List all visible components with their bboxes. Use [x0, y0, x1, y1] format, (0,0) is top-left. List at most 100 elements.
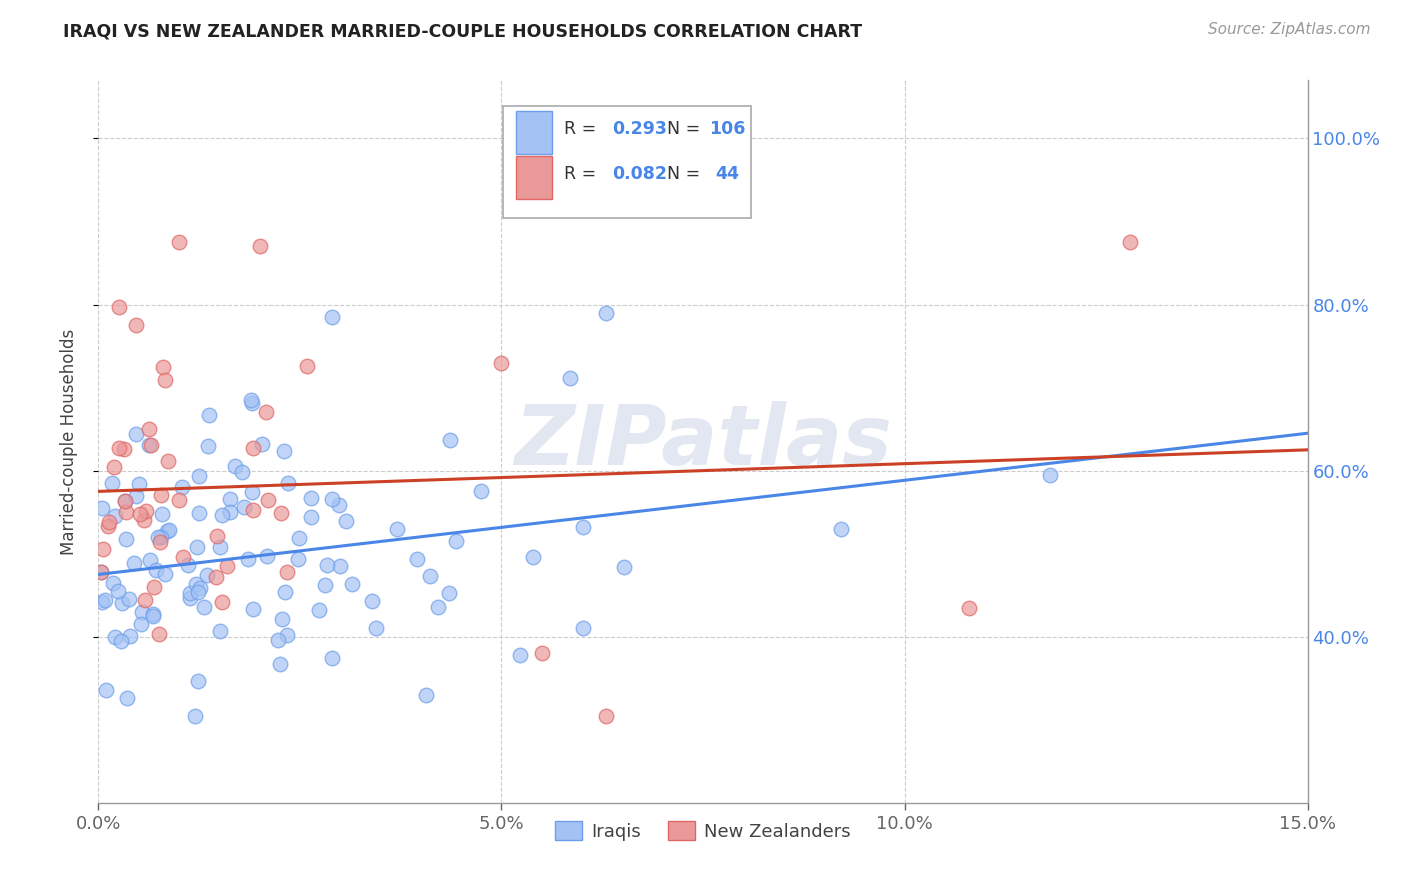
Point: [249, 239, 271, 253]
Point: [211, 595, 233, 609]
Point: [101, 575, 124, 590]
Point: [153, 374, 176, 388]
Point: [274, 585, 297, 599]
Point: [107, 584, 129, 599]
Point: [295, 359, 318, 374]
Point: [315, 558, 337, 573]
Point: [242, 602, 264, 616]
Point: [107, 300, 129, 314]
Point: [150, 488, 173, 502]
Point: [96, 682, 118, 697]
Point: [328, 558, 350, 573]
Point: [419, 568, 441, 582]
Y-axis label: Married-couple Households: Married-couple Households: [59, 328, 77, 555]
Point: [269, 657, 291, 671]
Point: [150, 530, 173, 544]
Point: [107, 442, 129, 456]
Point: [385, 522, 408, 536]
Point: [321, 651, 343, 665]
Point: [184, 577, 207, 591]
Point: [217, 559, 239, 574]
Point: [231, 465, 253, 479]
Text: IRAQI VS NEW ZEALANDER MARRIED-COUPLE HOUSEHOLDS CORRELATION CHART: IRAQI VS NEW ZEALANDER MARRIED-COUPLE HO…: [63, 22, 862, 40]
Point: [1119, 235, 1142, 250]
Point: [364, 621, 387, 635]
Point: [135, 504, 157, 518]
Point: [138, 437, 160, 451]
Point: [267, 632, 290, 647]
Point: [197, 439, 219, 453]
Point: [328, 498, 350, 512]
Point: [270, 611, 292, 625]
Point: [186, 541, 208, 555]
Point: [114, 532, 136, 546]
Point: [124, 556, 146, 570]
Point: [104, 631, 127, 645]
Point: [142, 607, 165, 621]
Point: [100, 476, 122, 491]
Point: [142, 580, 165, 594]
Point: [125, 318, 148, 332]
Point: [560, 371, 582, 385]
Point: [224, 459, 246, 474]
Point: [104, 509, 127, 524]
Point: [157, 454, 180, 468]
Point: [156, 524, 179, 538]
Point: [114, 494, 136, 508]
Point: [205, 529, 228, 543]
Point: [509, 648, 531, 663]
Point: [125, 427, 148, 442]
Point: [129, 617, 152, 632]
Point: [98, 515, 121, 529]
Point: [179, 586, 201, 600]
Point: [124, 489, 146, 503]
Point: [218, 491, 240, 506]
Point: [470, 483, 492, 498]
Text: R =: R =: [564, 120, 602, 137]
Point: [242, 502, 264, 516]
Text: 0.293: 0.293: [613, 120, 668, 137]
Point: [446, 533, 468, 548]
Point: [94, 593, 117, 607]
Point: [530, 646, 553, 660]
Point: [167, 235, 190, 250]
Legend: Iraqis, New Zealanders: Iraqis, New Zealanders: [548, 814, 858, 848]
Point: [270, 506, 292, 520]
Point: [299, 491, 322, 506]
Point: [150, 508, 173, 522]
Point: [187, 674, 209, 689]
Point: [287, 552, 309, 566]
Point: [195, 568, 218, 582]
Point: [198, 409, 221, 423]
Point: [152, 360, 174, 375]
Point: [117, 591, 139, 606]
Point: [139, 553, 162, 567]
Point: [149, 535, 172, 549]
Point: [595, 306, 617, 320]
Text: 44: 44: [716, 165, 740, 183]
Point: [90, 566, 112, 580]
Point: [288, 531, 311, 545]
Point: [91, 542, 114, 557]
Point: [595, 708, 617, 723]
Point: [321, 492, 343, 507]
FancyBboxPatch shape: [516, 111, 551, 154]
Point: [273, 444, 295, 458]
Point: [188, 506, 211, 520]
Point: [342, 577, 364, 591]
Point: [405, 551, 427, 566]
Point: [277, 475, 299, 490]
Point: [138, 421, 160, 435]
Point: [172, 550, 194, 565]
Point: [134, 593, 156, 607]
Point: [148, 627, 170, 641]
Point: [321, 310, 343, 324]
Point: [211, 508, 233, 522]
Point: [179, 591, 201, 605]
Point: [613, 559, 636, 574]
Point: [308, 603, 330, 617]
Point: [209, 624, 232, 638]
Point: [110, 633, 132, 648]
Point: [240, 396, 263, 410]
Point: [209, 540, 232, 554]
